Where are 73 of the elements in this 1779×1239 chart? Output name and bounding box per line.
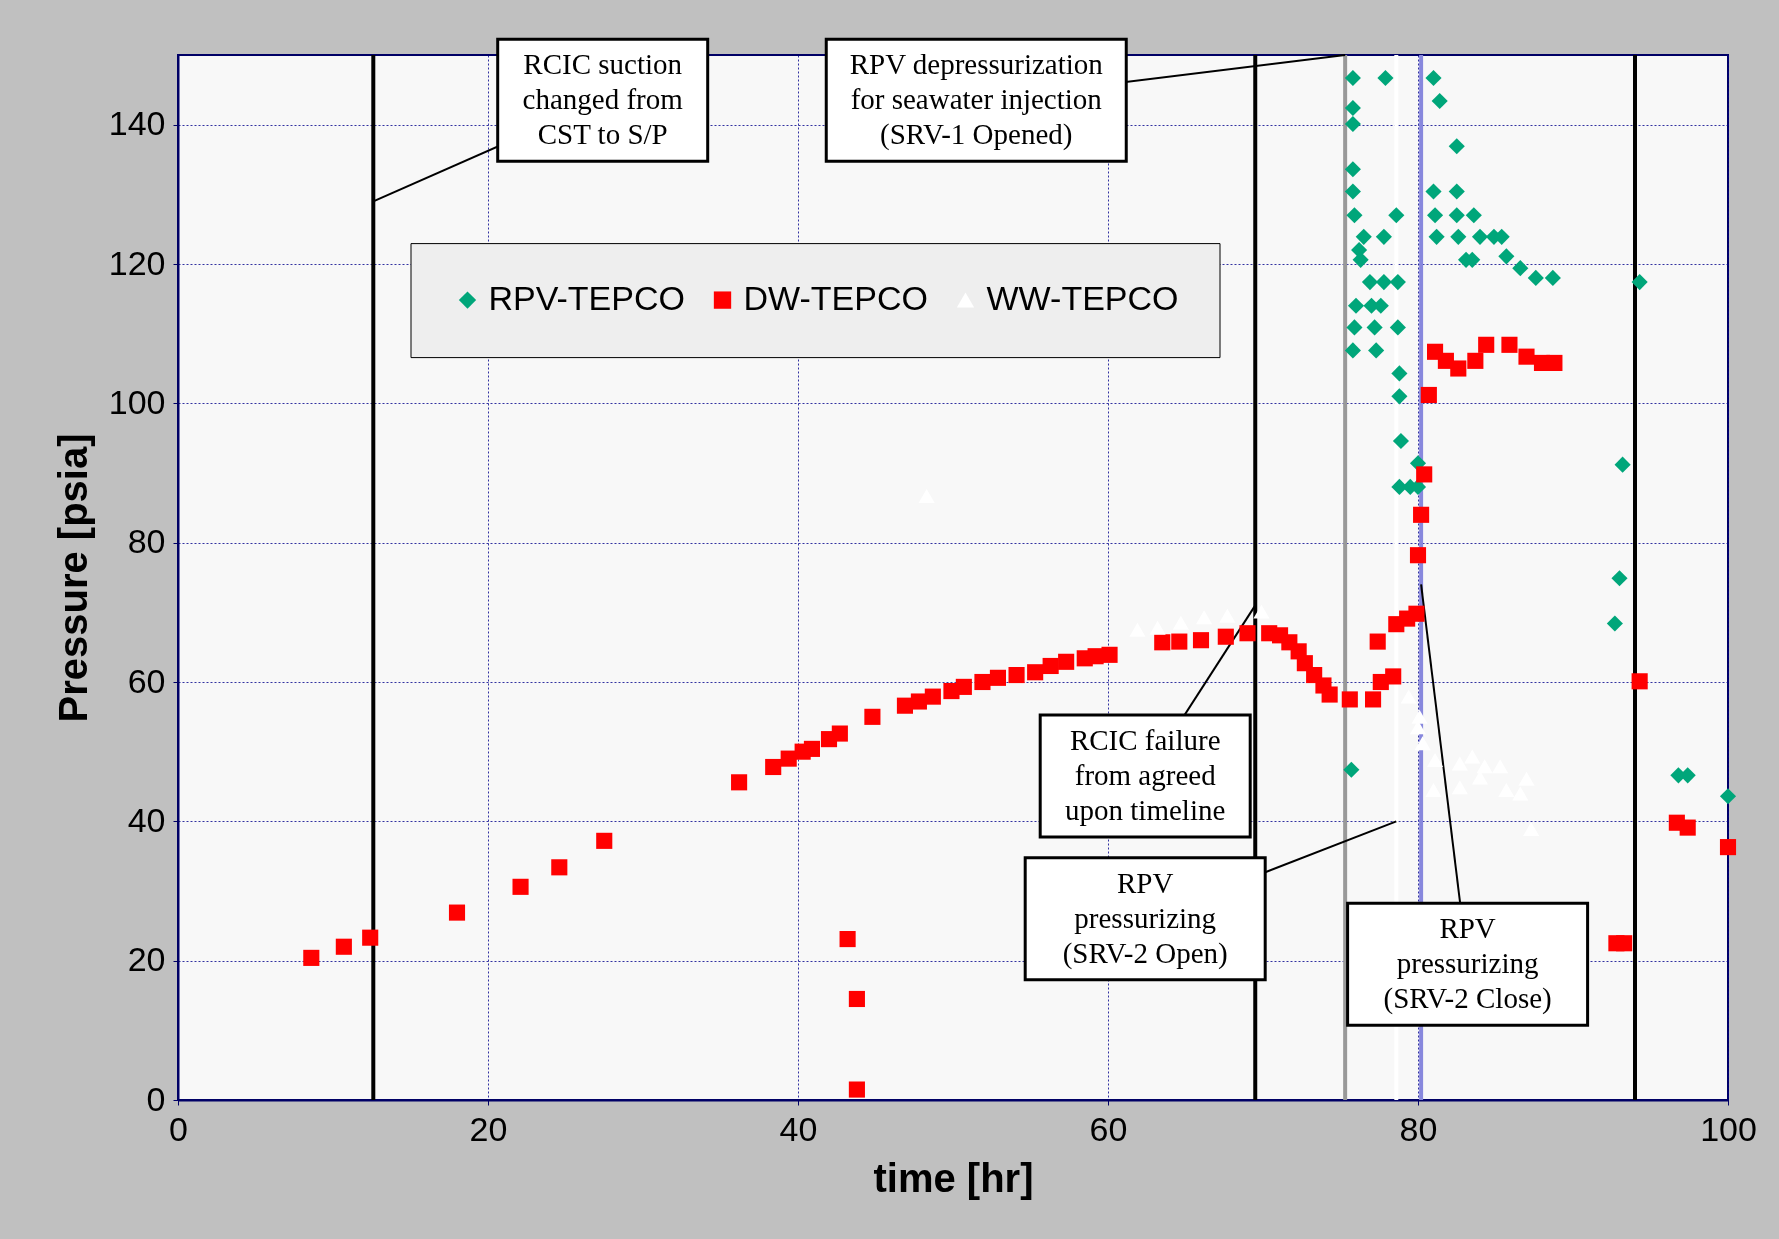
point — [1355, 228, 1372, 245]
point — [1346, 207, 1363, 224]
y-tick-label: 140 — [108, 104, 166, 143]
point — [1344, 99, 1361, 117]
point — [1253, 604, 1270, 619]
annotation: RPV depressurization for seawater injection (SRV-1 Opened) — [849, 48, 1104, 152]
x-tick-label: 20 — [469, 1109, 508, 1148]
x-tick-label: 100 — [1700, 1109, 1757, 1148]
point — [1391, 365, 1408, 382]
point — [1611, 570, 1628, 587]
point — [1448, 138, 1465, 155]
point — [1523, 822, 1540, 836]
annotation: RPV pressurizing (SRV-2 Open) — [1062, 866, 1228, 970]
annotation: RCIC suction changed from CST to S/P — [522, 48, 684, 151]
point — [1425, 183, 1442, 200]
annotation: RPV pressurizing (SRV-2 Close) — [1383, 912, 1552, 1016]
point — [1614, 456, 1631, 473]
legend-label: RPV-TEPCO — [488, 279, 685, 318]
x-tick-label: 80 — [1399, 1109, 1438, 1148]
point — [1346, 319, 1363, 336]
point — [1448, 183, 1465, 200]
point — [1450, 228, 1467, 245]
point — [1527, 269, 1544, 286]
point — [1377, 69, 1394, 87]
legend-label: WW-TEPCO — [986, 279, 1179, 318]
y-tick-label: 60 — [127, 661, 166, 700]
annotation: RCIC failure from agreed upon timeline — [1065, 724, 1226, 827]
point — [1375, 274, 1392, 291]
point — [1400, 689, 1417, 704]
point — [1426, 207, 1444, 224]
y-tick-label: 100 — [108, 382, 166, 421]
point — [1344, 69, 1361, 87]
y-tick-label: 20 — [127, 940, 166, 979]
y-tick-label: 120 — [108, 243, 166, 282]
point — [1375, 228, 1392, 245]
point — [1631, 274, 1648, 291]
point — [1425, 69, 1442, 87]
y-axis-title: Pressure [psia] — [50, 433, 95, 723]
point — [1368, 342, 1385, 359]
x-tick-label: 40 — [779, 1109, 818, 1148]
point — [1414, 736, 1431, 751]
point — [1606, 615, 1623, 632]
y-tick-label: 80 — [127, 522, 166, 561]
point — [1366, 319, 1383, 336]
point — [1448, 207, 1465, 224]
point — [1544, 269, 1561, 286]
point — [1344, 161, 1361, 178]
x-axis-title: time [hr] — [873, 1155, 1034, 1200]
point — [1471, 228, 1489, 245]
point — [1361, 274, 1379, 291]
point — [1389, 319, 1406, 336]
legend-label: DW-TEPCO — [743, 279, 928, 318]
point — [1344, 115, 1361, 133]
point — [1344, 342, 1361, 359]
point — [1411, 709, 1428, 724]
point — [1389, 274, 1406, 291]
point — [1719, 788, 1737, 805]
point — [1431, 92, 1448, 110]
point — [1391, 388, 1408, 405]
point — [1426, 753, 1444, 768]
point — [1343, 761, 1360, 778]
y-tick-label: 0 — [146, 1079, 166, 1118]
point — [1465, 207, 1482, 224]
y-tick-label: 40 — [127, 800, 166, 839]
point — [1344, 183, 1361, 200]
point — [1392, 432, 1410, 450]
x-tick-label: 60 — [1089, 1109, 1128, 1148]
point — [1498, 248, 1515, 265]
point — [1149, 620, 1166, 635]
point — [1428, 228, 1445, 245]
point — [1347, 297, 1365, 314]
point — [1512, 260, 1529, 277]
point — [1388, 207, 1405, 224]
